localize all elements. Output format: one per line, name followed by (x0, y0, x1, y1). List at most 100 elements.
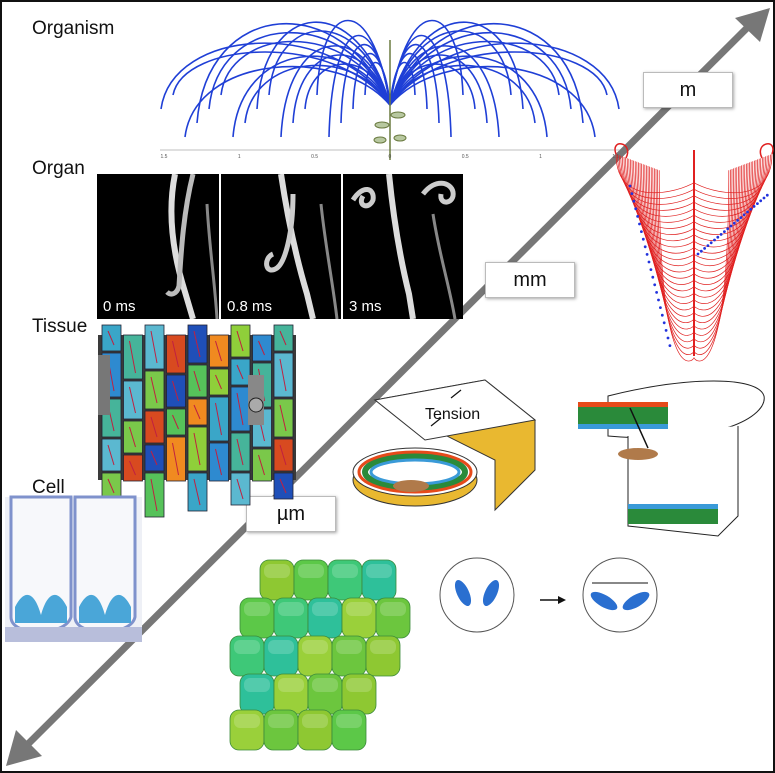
organism-curve (184, 65, 391, 138)
funnel-curve (693, 164, 746, 298)
trajectory-point (666, 336, 670, 340)
tissue-cell-orientation (107, 444, 115, 466)
cell-cushion-highlight (234, 714, 260, 728)
organism-curve (389, 23, 584, 124)
tissue-cell-orientation (215, 340, 222, 362)
organism-curve (389, 40, 560, 106)
trajectory-point (657, 298, 660, 302)
scale-mm-box: mm (485, 262, 575, 298)
tissue-cell-orientation (236, 478, 244, 500)
funnel-curve (628, 158, 695, 242)
trajectory-point (716, 235, 720, 239)
funnel-curve (693, 162, 749, 285)
trajectory-point (746, 210, 749, 214)
trajectory-point (660, 313, 664, 317)
cell-cushion-highlight (268, 714, 294, 728)
tissue-cell-orientation (279, 358, 287, 392)
organism-axis-tick: 0 (389, 154, 392, 160)
tissue-cell-orientation (193, 330, 201, 358)
trajectory-point (638, 222, 641, 226)
tissue-cell-orientation (193, 478, 201, 506)
organism-curve (389, 51, 608, 106)
cell-cushion-highlight (366, 564, 392, 578)
trajectory-point (632, 199, 636, 203)
funnel-curve (649, 166, 695, 323)
funnel-curve (623, 156, 695, 223)
cell-cushion-highlight (244, 602, 270, 616)
trajectory-point (664, 329, 668, 332)
trajectory-point (709, 241, 713, 245)
trajectory-point (726, 227, 730, 231)
tissue-cell-orientation (172, 442, 179, 476)
microtubule-inset-after (582, 557, 658, 633)
tissue-cell-orientation (193, 432, 201, 466)
organ-frame-1: 0 ms (97, 174, 219, 319)
tissue-cell-orientation (279, 330, 287, 346)
microtubule-inset-before (439, 557, 515, 633)
organism-curve (389, 42, 620, 110)
trajectory-point (640, 230, 643, 233)
funnel-curve (693, 158, 760, 242)
level-cell-label: Cell (32, 477, 65, 498)
funnel-curl (614, 143, 629, 159)
organism-plant (373, 40, 407, 160)
tissue-cell-orientation (129, 340, 136, 374)
organism-curve (316, 19, 391, 106)
organ-frame-2: 0.8 ms (221, 174, 341, 319)
funnel-curve (642, 164, 695, 298)
funnel-curve (639, 162, 695, 285)
trajectory-point (762, 196, 766, 200)
tissue-cell-orientation (150, 416, 158, 438)
funnel-curve (633, 160, 695, 260)
trajectory-point (719, 233, 723, 236)
cell-cushion-highlight (312, 602, 338, 616)
cell-cushion-highlight (302, 640, 328, 654)
organ-frame-3-time: 3 ms (349, 298, 382, 315)
funnel-curve (693, 164, 744, 304)
trajectory-point (756, 202, 759, 205)
tissue-cell-orientation (150, 478, 158, 512)
organism-curve (208, 31, 391, 110)
funnel-curve (634, 161, 695, 267)
cell-cushion-highlight (370, 640, 396, 654)
cell-cushion-highlight (234, 640, 260, 654)
cell-cushion-highlight (336, 714, 362, 728)
trajectory-point (732, 221, 736, 225)
organ-model-curves (614, 143, 774, 362)
funnel-curve (638, 162, 695, 279)
cell-cushion-highlight (312, 678, 338, 692)
funnel-curve (693, 168, 733, 349)
funnel-curve (693, 169, 731, 355)
cell-cushion-highlight (268, 640, 294, 654)
cell-micrograph (5, 495, 142, 642)
organism-curve (389, 65, 596, 138)
tissue-cell-orientation (236, 364, 244, 380)
organism-axis-tick: 1.5 (161, 154, 168, 160)
funnel-curve (693, 170, 730, 362)
funnel-curve (655, 168, 695, 349)
funnel-curve (693, 161, 754, 267)
trajectory-point (641, 237, 645, 241)
organism-curve (196, 23, 391, 124)
funnel-curve (693, 162, 750, 279)
scale-m-box: m (643, 72, 733, 108)
funnel-curl (759, 143, 774, 159)
tissue-grey-cell (98, 355, 110, 415)
trajectory-point (630, 192, 634, 195)
trajectory-point (659, 306, 662, 309)
trajectory-point (706, 244, 710, 247)
tissue-cell-orientation (150, 330, 158, 364)
tissue-cell-orientation (279, 444, 287, 466)
organ-frame-2-time: 0.8 ms (227, 298, 273, 315)
organ-frame-2-image (264, 174, 339, 319)
tissue-cell-orientation (236, 330, 244, 352)
funnel-curve (654, 168, 695, 343)
trajectory-point (653, 283, 657, 287)
organism-curve-plot: 1.5 1 0.5 0 0.5 1 1.5 (160, 19, 620, 160)
funnel-curve (626, 158, 695, 235)
tissue-cell-orientation (193, 370, 201, 392)
trajectory-point (729, 224, 733, 228)
tissue-stretched-model (578, 380, 765, 537)
cell-cushion (331, 709, 367, 751)
